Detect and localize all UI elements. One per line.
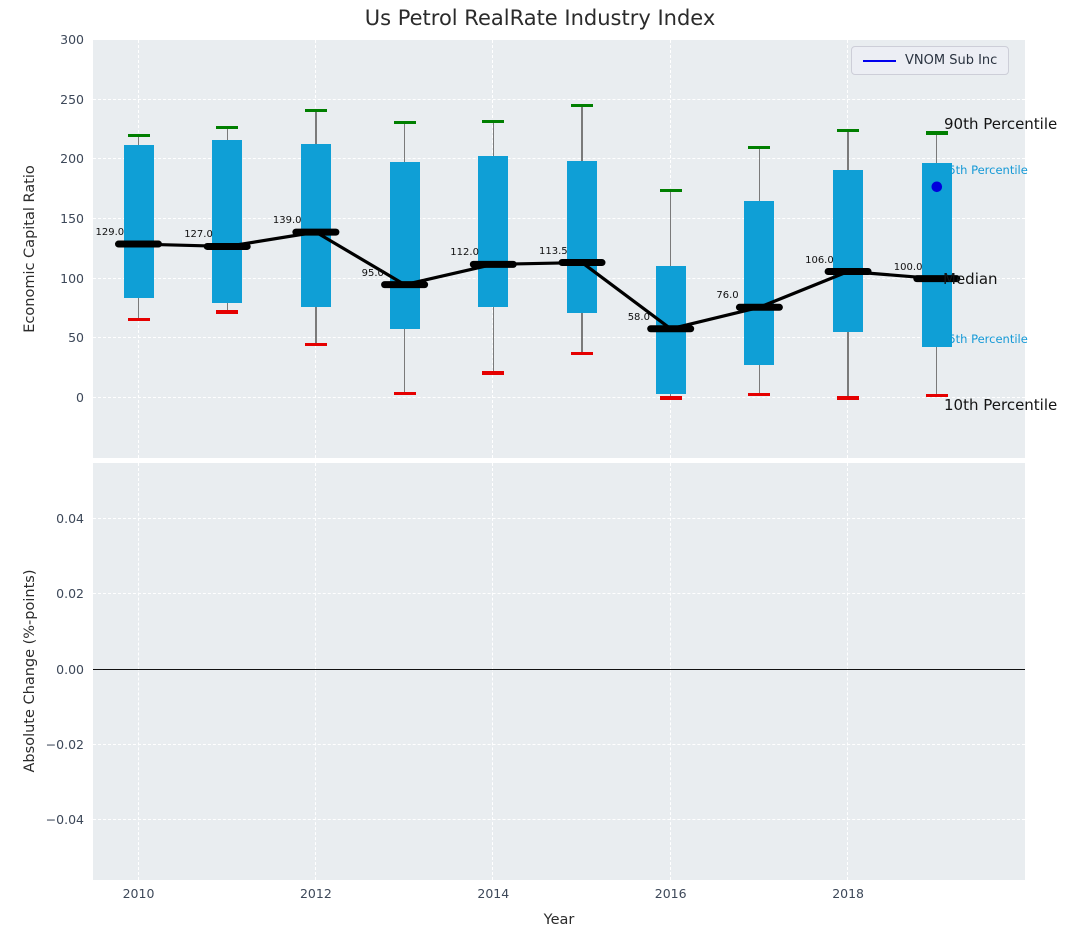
median-value-label-2011: 127.0 xyxy=(184,229,213,241)
bottom-gridline-h xyxy=(93,818,1025,820)
p90-cap-2019 xyxy=(925,131,948,135)
iqr-box-2017 xyxy=(744,201,775,365)
chart-title: Us Petrol RealRate Industry Index xyxy=(364,6,716,30)
iqr-box-2013 xyxy=(389,161,420,329)
median-value-label-2018: 106.0 xyxy=(805,254,834,266)
p90-cap-2010 xyxy=(127,133,150,138)
p10-cap-2017 xyxy=(748,392,771,396)
top-y-tick-label: 200 xyxy=(60,151,84,167)
p10-cap-2019 xyxy=(925,394,948,398)
x-axis-label: Year xyxy=(543,912,575,928)
p90-cap-2014 xyxy=(482,119,505,123)
percentile-90-label: 90th Percentile xyxy=(944,115,1058,133)
p90-cap-2016 xyxy=(659,188,682,192)
top-gridline-h xyxy=(93,158,1025,160)
legend-line-swatch-icon xyxy=(863,59,896,62)
bottom-y-tick-label: −0.04 xyxy=(45,811,84,827)
bottom-y-tick-label: 0.04 xyxy=(56,511,84,527)
p10-cap-2014 xyxy=(482,371,505,375)
bottom-gridline-v xyxy=(847,463,849,880)
iqr-box-2019 xyxy=(921,162,952,347)
percentile-25-label: 25th Percentile xyxy=(941,332,1028,346)
p10-cap-2010 xyxy=(127,317,150,321)
percentile-10-label: 10th Percentile xyxy=(944,396,1058,414)
top-y-tick-label: 50 xyxy=(68,330,84,346)
top-gridline-h xyxy=(93,98,1025,100)
percentile-75-label: 75th Percentile xyxy=(941,163,1028,177)
top-y-tick-label: 250 xyxy=(60,91,84,107)
iqr-box-2011 xyxy=(212,140,243,303)
iqr-box-2016 xyxy=(655,265,686,395)
bottom-plot-area xyxy=(93,463,1025,880)
top-y-axis-label: Economic Capital Ratio xyxy=(22,165,38,333)
iqr-box-2018 xyxy=(833,170,864,333)
bottom-gridline-h xyxy=(93,518,1025,520)
p10-cap-2015 xyxy=(571,352,593,356)
median-value-label-2017: 76.0 xyxy=(716,290,739,302)
p10-cap-2013 xyxy=(393,391,416,395)
zero-line xyxy=(93,668,1025,671)
p90-cap-2012 xyxy=(304,108,327,112)
x-tick-label: 2018 xyxy=(832,886,864,901)
legend: VNOM Sub Inc xyxy=(851,46,1010,75)
median-value-label-2010: 129.0 xyxy=(95,227,125,239)
bottom-y-tick-label: 0.00 xyxy=(56,661,84,677)
x-tick-label: 2010 xyxy=(122,886,155,901)
median-value-label-2015: 113.5 xyxy=(539,245,568,257)
median-value-label-2012: 139.0 xyxy=(272,215,302,227)
bottom-y-tick-label: −0.02 xyxy=(45,736,84,752)
x-tick-label: 2016 xyxy=(654,886,687,901)
p10-cap-2018 xyxy=(837,396,860,400)
top-y-tick-label: 300 xyxy=(60,32,84,47)
bottom-gridline-v xyxy=(669,463,671,880)
p10-cap-2012 xyxy=(304,342,327,346)
p10-cap-2016 xyxy=(659,396,682,400)
bottom-gridline-v xyxy=(314,463,316,880)
x-tick-label: 2012 xyxy=(299,886,332,901)
bottom-gridline-v xyxy=(492,463,494,880)
p10-cap-2011 xyxy=(216,310,239,314)
median-value-label-2016: 58.0 xyxy=(627,311,650,323)
bottom-gridline-h xyxy=(93,593,1025,595)
x-tick-label: 2014 xyxy=(477,886,510,901)
p90-cap-2015 xyxy=(571,104,593,108)
bottom-gridline-h xyxy=(93,743,1025,745)
bottom-y-tick-label: 0.02 xyxy=(56,586,84,602)
top-gridline-h xyxy=(93,337,1025,339)
median-label: Median xyxy=(943,270,998,288)
median-value-label-2014: 112.0 xyxy=(450,247,479,259)
top-gridline-h xyxy=(93,218,1025,219)
iqr-box-2015 xyxy=(567,160,597,314)
top-y-tick-label: 0 xyxy=(76,390,84,405)
median-value-label-2013: 95.0 xyxy=(361,267,384,279)
median-value-label-2019: 100.0 xyxy=(893,261,923,273)
p90-cap-2018 xyxy=(837,129,860,133)
legend-entry-label: VNOM Sub Inc xyxy=(905,53,998,68)
top-gridline-h xyxy=(93,397,1025,398)
p90-cap-2013 xyxy=(393,120,416,124)
top-y-tick-label: 150 xyxy=(60,211,84,226)
bottom-gridline-v xyxy=(137,463,139,880)
p90-cap-2011 xyxy=(216,125,239,129)
top-gridline-h xyxy=(93,39,1025,40)
iqr-box-2010 xyxy=(123,145,154,298)
iqr-box-2014 xyxy=(478,155,509,308)
iqr-box-2012 xyxy=(300,143,331,308)
p90-cap-2017 xyxy=(748,145,771,149)
top-y-tick-label: 100 xyxy=(60,270,84,286)
